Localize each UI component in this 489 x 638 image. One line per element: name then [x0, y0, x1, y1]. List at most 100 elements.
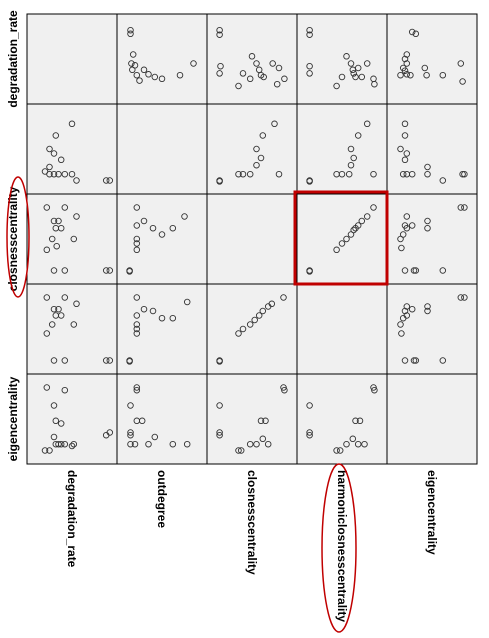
matrix-labels: degradation_rate closnesscentrality eigenc… [6, 10, 439, 622]
scatter-point-r2-c3-3 [338, 240, 346, 247]
highlight-box [293, 190, 389, 286]
scatter-point-r4-c3-6 [349, 435, 357, 443]
scatter-point-r1-c4-4 [401, 156, 409, 164]
scatter-point-r2-c4-13 [457, 204, 465, 211]
scatter-point-r3-c0-3 [50, 305, 58, 313]
scatter-point-r0-c1-13 [190, 60, 197, 67]
col-label-eigencentrality: eigencentrality [425, 470, 439, 555]
scatter-point-r1-c0-6 [46, 170, 53, 178]
scatter-point-r4-c1-6 [127, 431, 134, 439]
scatter-point-r1-c0-1 [68, 120, 76, 128]
scatter-point-r1-c2-2 [235, 170, 242, 178]
scatter-point-r3-c1-11 [126, 358, 133, 365]
scatter-point-r1-c2-1 [216, 178, 223, 185]
matrix-annotations [6, 176, 389, 633]
scatter-point-r0-c3-2 [306, 62, 313, 70]
scatter-point-r3-c0-0 [43, 294, 51, 301]
scatter-point-r1-c3-8 [354, 132, 362, 139]
scatter-point-r3-c0-12 [102, 357, 110, 364]
scatter-point-r0-c4-7 [403, 71, 411, 78]
scatter-point-r1-c0-14 [106, 177, 114, 184]
scatter-point-r1-c2-8 [259, 132, 267, 139]
scatter-point-r2-c3-6 [350, 226, 357, 234]
scatter-point-r4-c2-10 [264, 440, 272, 448]
scatter-point-r3-c4-14 [461, 294, 468, 301]
scatter-point-r0-c1-3 [128, 60, 135, 67]
scatter-point-r3-c4-11 [412, 357, 420, 364]
scatter-point-r2-c1-7 [158, 231, 166, 238]
scatter-point-r2-c4-5 [398, 244, 405, 252]
scatter-point-r2-c1-2 [133, 222, 141, 229]
scatter-point-r2-c3-8 [354, 222, 362, 229]
scatter-point-r1-c0-9 [61, 170, 69, 178]
matrix-cell-r1-c4 [386, 103, 478, 195]
row-label-highlight-ellipse [6, 176, 30, 298]
scatter-point-r3-c4-4 [397, 321, 404, 328]
scatter-point-r3-c0-1 [61, 294, 69, 301]
scatter-point-r1-c2-6 [257, 154, 265, 162]
scatter-point-r4-c3-5 [343, 440, 350, 448]
scatter-point-r0-c4-11 [423, 71, 430, 79]
scatter-point-r4-c3-7 [352, 417, 359, 425]
scatter-point-r3-c2-2 [235, 330, 242, 337]
scatter-point-r4-c0-2 [50, 402, 58, 409]
scatter-point-r2-c4-8 [424, 224, 431, 232]
matrix-cell-r1-c0 [26, 103, 118, 195]
col-label-highlight-ellipse [321, 463, 357, 633]
scatter-point-r4-c1-4 [138, 417, 146, 425]
scatter-point-r4-c1-5 [127, 429, 134, 436]
scatter-point-r0-c4-13 [457, 60, 465, 67]
scatter-point-r2-c3-11 [370, 204, 377, 211]
scatter-point-r4-c2-0 [216, 402, 223, 409]
scatter-point-r4-c0-4 [57, 420, 65, 427]
scatter-point-r1-c4-12 [461, 170, 468, 178]
scatter-point-r0-c1-10 [151, 73, 159, 81]
scatter-point-r2-c0-6 [57, 224, 65, 232]
scatter-point-r1-c3-5 [347, 161, 355, 169]
scatter-point-r2-c3-4 [343, 235, 350, 243]
matrix-cell-r3-c0 [26, 283, 118, 375]
scatter-point-r4-c1-7 [131, 440, 139, 448]
row-label-eigencentrality: eigencentrality [6, 376, 20, 461]
scatter-point-r3-c0-2 [73, 300, 80, 308]
matrix-cell-r3-c2 [206, 283, 298, 375]
scatter-point-r4-c3-11 [370, 384, 377, 391]
scatter-point-r2-c0-12 [61, 267, 69, 274]
scatter-point-r1-c4-2 [397, 145, 404, 153]
scatter-point-r1-c4-8 [424, 163, 431, 171]
scatter-point-r1-c4-11 [459, 170, 466, 178]
scatter-point-r1-c2-4 [246, 170, 254, 178]
scatter-point-r0-c3-15 [371, 80, 378, 88]
scatter-point-r1-c0-0 [52, 132, 60, 139]
scatter-point-r1-c3-7 [347, 145, 355, 153]
scatter-point-r3-c4-6 [408, 305, 416, 313]
col-label-closnesscentrality: closnesscentrality [245, 470, 259, 575]
scatter-point-r2-c1-1 [140, 217, 148, 225]
scatter-point-r2-c4-6 [408, 222, 416, 229]
scatter-point-r2-c0-10 [53, 242, 60, 250]
scatter-point-r3-c1-1 [140, 305, 148, 313]
scatter-point-r0-c1-7 [136, 77, 143, 84]
scatter-point-r4-c0-11 [41, 447, 49, 454]
col-label-outdegree: outdegree [155, 470, 169, 528]
scatter-point-r4-c3-10 [361, 440, 368, 448]
scatter-point-r3-c2-9 [268, 300, 276, 308]
scatter-point-r1-c0-11 [46, 163, 53, 171]
scatter-point-r4-c1-0 [133, 384, 141, 391]
scatter-point-r0-c3-1 [306, 31, 313, 38]
scatter-point-r4-c2-7 [257, 417, 265, 425]
scatter-point-r4-c0-3 [52, 417, 60, 425]
scatter-point-r4-c1-9 [145, 440, 152, 448]
scatter-point-r2-c1-6 [133, 246, 141, 254]
scatter-point-r1-c4-3 [403, 150, 411, 157]
matrix-cell-r4-c4 [386, 373, 478, 465]
matrix-cell-r1-c2 [206, 103, 298, 195]
scatter-point-r4-c0-1 [61, 386, 69, 394]
scatter-point-r4-c0-9 [61, 440, 69, 448]
matrix-cell-r0-c4 [386, 13, 478, 105]
scatter-point-r4-c2-12 [281, 386, 288, 394]
scatter-point-r0-c4-3 [401, 55, 409, 63]
scatter-point-r3-c2-6 [255, 312, 263, 319]
matrix-cell-r3-c1 [116, 283, 208, 375]
